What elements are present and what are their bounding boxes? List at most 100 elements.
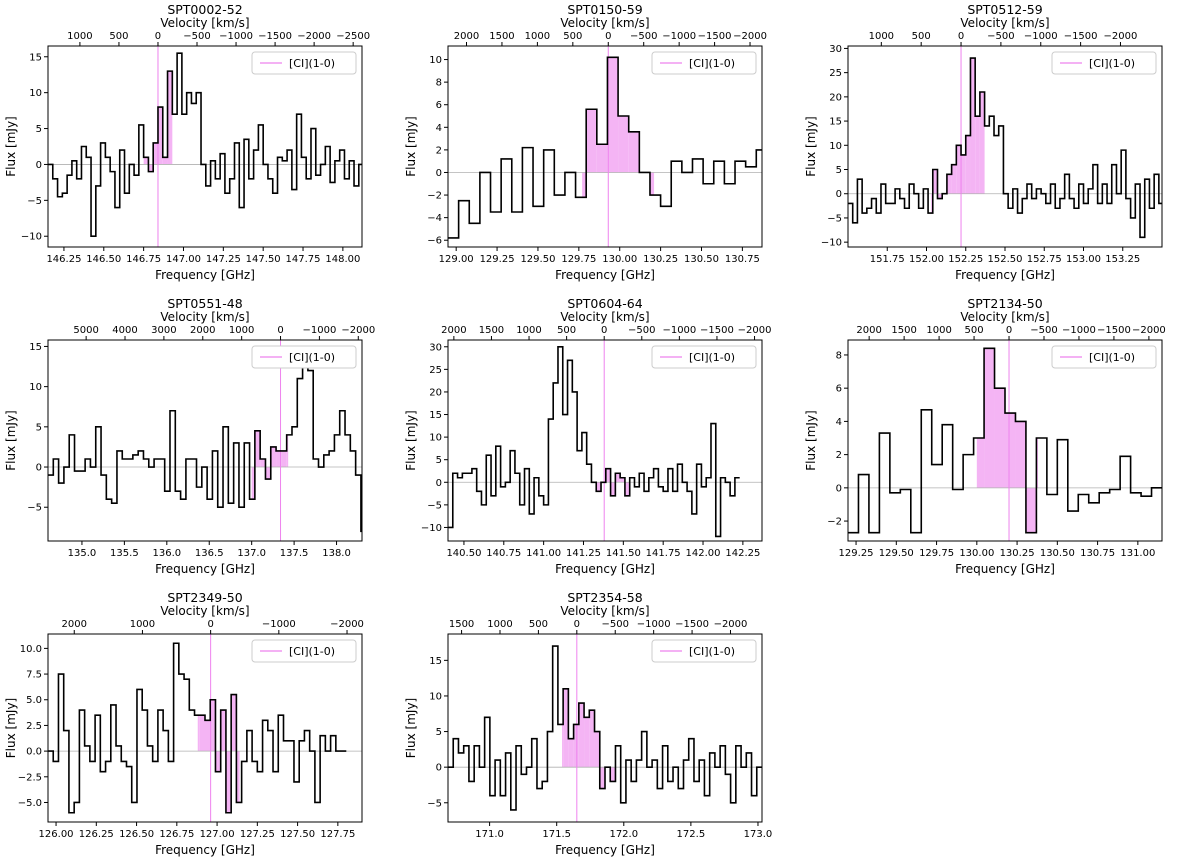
- y-tick-label: 30: [829, 44, 842, 55]
- x-tick-label: 142.00: [686, 548, 721, 559]
- velocity-tick-label: −1000: [637, 619, 671, 630]
- y-tick-label: 15: [829, 117, 842, 128]
- line-fill-bin: [605, 468, 611, 483]
- spectrum-step-line: [448, 56, 762, 239]
- velocity-tick-label: 0: [601, 325, 607, 336]
- panel-spt2134-50: 129.25 129.50 129.75 130.00 130.25 130.50 130.…: [800, 294, 1200, 581]
- y-tick-label: −2.5: [18, 772, 42, 783]
- y-tick-label: 0: [436, 763, 442, 774]
- legend-label: [CI](1-0): [1089, 57, 1135, 70]
- velocity-tick-label: 1000: [869, 31, 894, 42]
- line-fill-bin: [994, 388, 1005, 488]
- chart-spt2349-50: 126.00 126.25 126.50 126.75 127.00 127.25 127.…: [4, 590, 364, 857]
- plot-area: [848, 340, 1162, 541]
- panel-title: SPT2354-58: [567, 590, 642, 605]
- x-tick-label: 171.0: [475, 829, 504, 840]
- x-tick-label: 152.25: [948, 254, 983, 265]
- top-axis-label: Velocity [km/s]: [560, 604, 649, 618]
- y-tick-label: 7.5: [26, 670, 42, 681]
- x-tick-label: 142.25: [725, 548, 760, 559]
- line-fill-bin: [563, 688, 569, 768]
- x-axis-label: Frequency [GHz]: [955, 268, 1055, 282]
- legend-box: [251, 639, 357, 663]
- y-axis-label: Flux [mJy]: [404, 116, 418, 176]
- spectrum-step-line: [48, 52, 362, 238]
- velocity-tick-label: 0: [277, 325, 283, 336]
- velocity-tick-label: −2000: [738, 325, 772, 336]
- legend-label: [CI](1-0): [689, 351, 735, 364]
- line-fill-bin: [260, 458, 266, 468]
- chart-spt0604-64: 140.50 140.75 141.00 141.25 141.50 141.75 142.…: [404, 296, 772, 576]
- velocity-tick-label: −1500: [1097, 325, 1131, 336]
- line-fill-bin: [568, 738, 574, 768]
- x-tick-label: 126.00: [39, 829, 74, 840]
- y-tick-label: 20: [429, 387, 442, 398]
- spectrum-step-line: [448, 345, 740, 538]
- panel-spt0604-64: 140.50 140.75 141.00 141.25 141.50 141.75 142.…: [400, 294, 800, 581]
- x-axis-label: Frequency [GHz]: [955, 562, 1055, 576]
- velocity-tick-label: 1000: [130, 619, 155, 630]
- y-tick-label: 0: [836, 483, 842, 494]
- y-tick-label: −10: [421, 523, 442, 534]
- x-tick-label: 148.00: [325, 254, 360, 265]
- plot-area: [48, 46, 362, 247]
- line-fill-bin: [618, 116, 629, 173]
- spectrum-step-line: [48, 345, 362, 533]
- chart-spt0002-52: 146.25 146.50 146.75 147.00 147.25 147.50 147.…: [4, 2, 370, 282]
- line-fill-bin: [951, 164, 957, 194]
- x-tick-label: 129.75: [561, 254, 596, 265]
- y-tick-label: −10: [21, 232, 42, 243]
- x-tick-label: 129.75: [919, 548, 954, 559]
- y-axis-label: Flux [mJy]: [4, 698, 18, 758]
- velocity-tick-label: −500: [1030, 325, 1057, 336]
- line-fill-bin: [1005, 413, 1016, 488]
- y-tick-label: 2: [436, 145, 442, 156]
- velocity-tick-label: −500: [183, 31, 210, 42]
- line-fill-bin: [937, 193, 943, 199]
- x-tick-label: 172.0: [609, 829, 638, 840]
- y-tick-label: −2: [827, 517, 842, 528]
- x-tick-label: 127.00: [200, 829, 235, 840]
- velocity-tick-label: 5000: [73, 325, 98, 336]
- plot-area: [448, 340, 762, 541]
- chart-spt2134-50: 129.25 129.50 129.75 130.00 130.25 130.50 130.…: [804, 296, 1166, 576]
- chart-spt0150-59: 129.00 129.25 129.50 129.75 130.00 130.25 130.…: [404, 2, 767, 282]
- velocity-tick-label: 2000: [454, 31, 479, 42]
- panel-title: SPT0551-48: [167, 296, 242, 311]
- line-fill-bin: [984, 348, 995, 488]
- legend-box: [651, 51, 757, 75]
- line-fill-bin: [979, 92, 985, 194]
- velocity-tick-label: −2000: [341, 325, 375, 336]
- y-tick-label: 0: [436, 478, 442, 489]
- x-tick-label: 129.25: [480, 254, 515, 265]
- line-fill-bin: [225, 751, 232, 813]
- velocity-tick-label: 1000: [926, 325, 951, 336]
- y-tick-label: 5: [836, 165, 842, 176]
- panel-title: SPT2349-50: [167, 590, 242, 605]
- line-fill-bin: [578, 703, 585, 768]
- y-axis-label: Flux [mJy]: [804, 116, 818, 176]
- line-fill-bin: [276, 450, 282, 468]
- velocity-tick-label: 1000: [525, 31, 550, 42]
- x-tick-label: 130.00: [602, 254, 637, 265]
- y-tick-label: 5.0: [26, 695, 42, 706]
- line-fill-bin: [148, 164, 154, 172]
- x-tick-label: 138.0: [322, 548, 351, 559]
- velocity-tick-label: −500: [602, 619, 629, 630]
- legend-label: [CI](1-0): [689, 57, 735, 70]
- y-tick-label: −5.0: [18, 798, 42, 809]
- line-fill-bin: [607, 57, 619, 173]
- x-tick-label: 129.00: [439, 254, 474, 265]
- velocity-tick-label: 0: [605, 31, 611, 42]
- axes-frame: [847, 339, 1163, 542]
- panel-spt0551-48: 135.0 135.5 136.0 136.5 137.0 137.5 138.0 −5 0 5 1…: [0, 294, 400, 581]
- x-tick-label: 171.5: [542, 829, 571, 840]
- y-tick-label: −10: [821, 238, 842, 249]
- x-axis-label: Frequency [GHz]: [155, 268, 255, 282]
- legend-box: [251, 51, 357, 75]
- line-fill-bin: [573, 724, 579, 768]
- axes-frame: [47, 633, 363, 823]
- x-tick-label: 141.25: [566, 548, 601, 559]
- line-fill-bin: [162, 157, 168, 165]
- x-tick-label: 129.50: [879, 548, 914, 559]
